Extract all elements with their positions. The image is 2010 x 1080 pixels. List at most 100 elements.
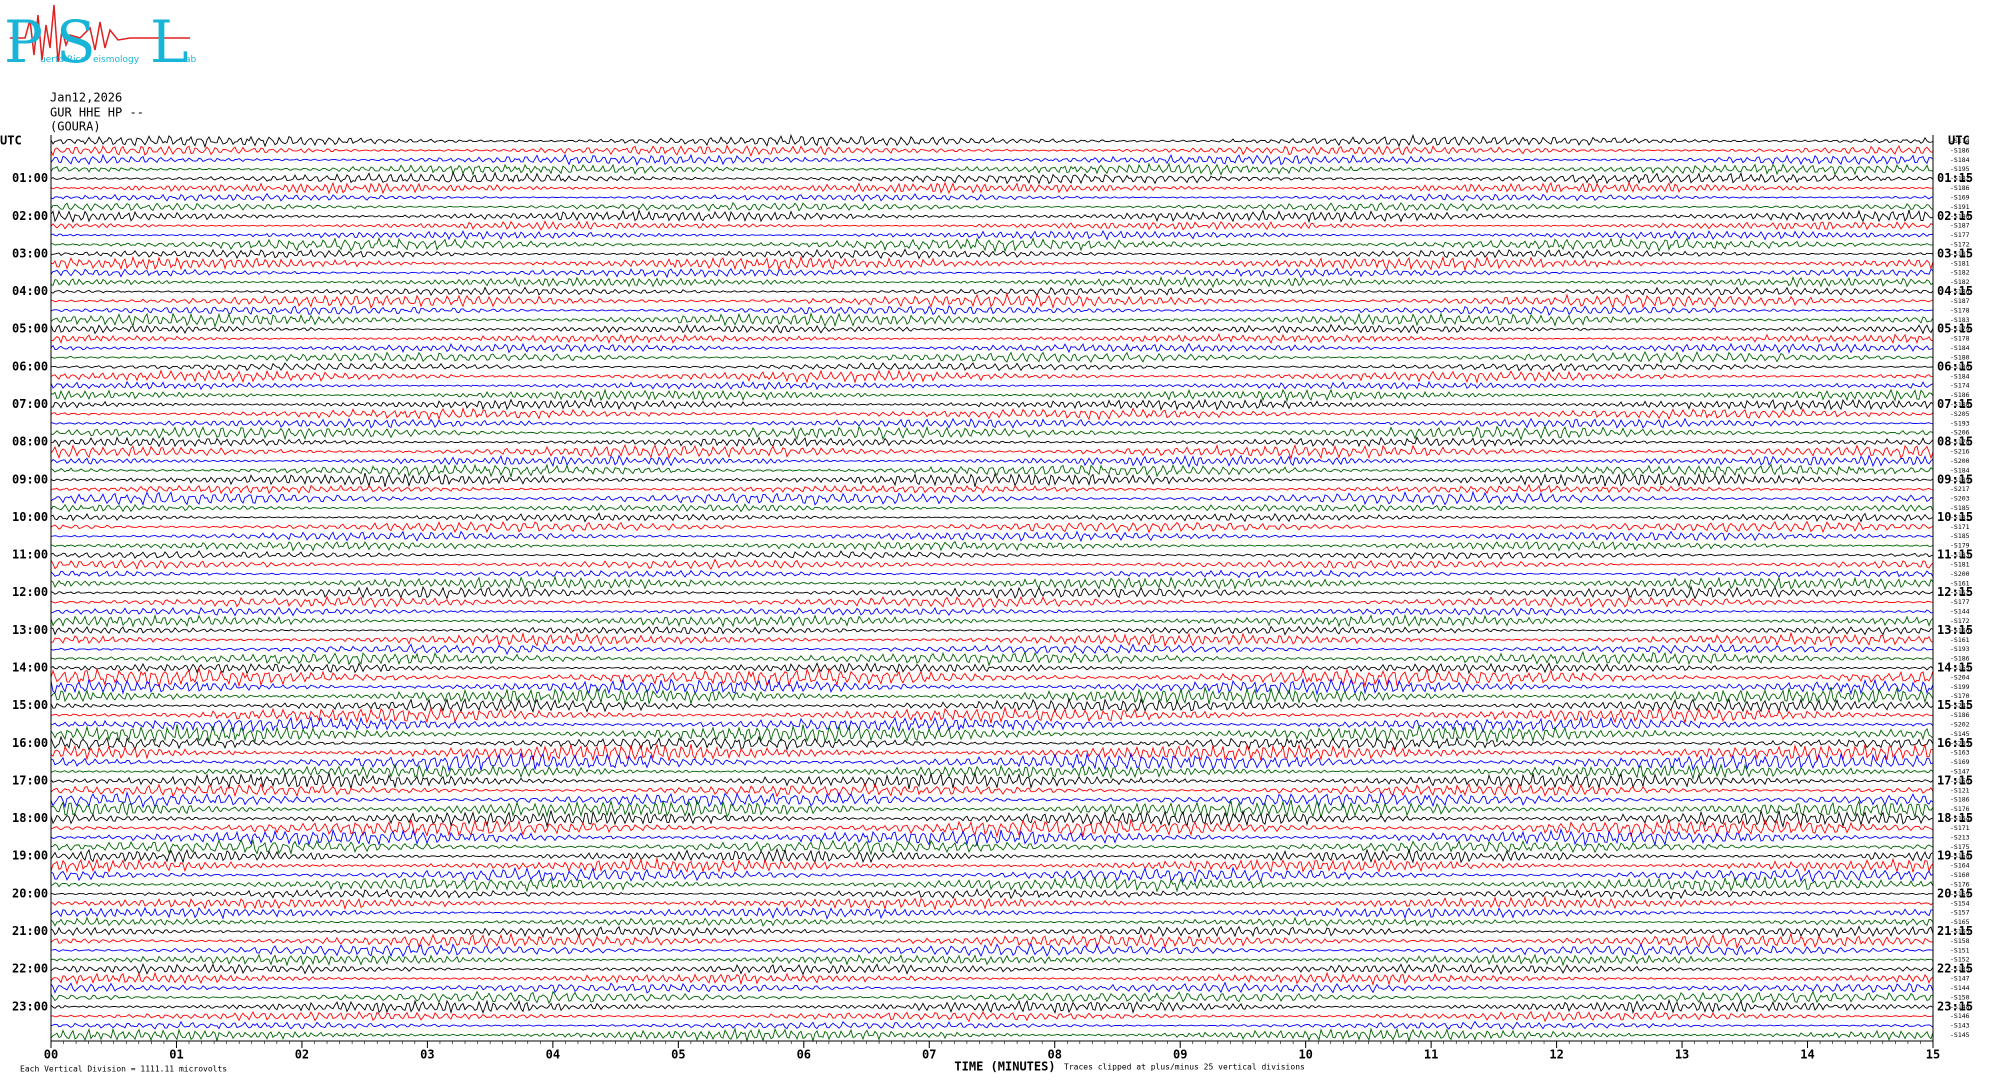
trace-label: -S187: [1950, 222, 1970, 230]
trace: [50, 540, 1934, 552]
trace-label: -S186: [1950, 655, 1970, 663]
trace-label: -S158: [1950, 852, 1970, 860]
trace-label: -S152: [1950, 589, 1970, 597]
row-label-left: 09:00: [12, 472, 48, 486]
row-label-right: 20:15: [1937, 886, 1973, 900]
trace-label: -S186: [1950, 288, 1970, 296]
trace: [50, 483, 1934, 495]
trace: [50, 332, 1934, 345]
trace: [50, 350, 1934, 364]
trace-label: -S181: [1950, 259, 1970, 267]
trace-label: -S176: [1950, 805, 1970, 813]
row-label-left: 03:00: [12, 246, 48, 260]
x-tick-label: 15: [1926, 1048, 1940, 1062]
trace: [50, 613, 1934, 628]
trace: [50, 875, 1934, 893]
trace: [50, 490, 1934, 506]
trace: [50, 181, 1934, 195]
trace: [50, 697, 1934, 714]
trace-label: -S193: [1950, 645, 1970, 653]
trace-label: -S160: [1950, 871, 1970, 879]
trace: [50, 248, 1934, 260]
trace-label: -S152: [1950, 956, 1970, 964]
trace: [50, 220, 1934, 231]
trace-label: -S179: [1950, 542, 1970, 550]
trace: [50, 171, 1934, 185]
trace: [50, 625, 1934, 636]
x-tick-label: 00: [44, 1048, 58, 1062]
row-label-left: 06:00: [12, 359, 48, 373]
row-label-left: 14:00: [12, 660, 48, 674]
trace-label: -S186: [1950, 184, 1970, 192]
trace-label: -S161: [1950, 636, 1970, 644]
trace-label: -S159: [1950, 890, 1970, 898]
trace: [50, 192, 1934, 202]
x-tick-label: 05: [671, 1048, 685, 1062]
trace-label: -S189: [1950, 476, 1970, 484]
trace-label: -S200: [1950, 457, 1970, 465]
x-tick-label: 11: [1424, 1048, 1438, 1062]
trace: [50, 425, 1934, 441]
trace: [51, 236, 1934, 253]
row-label-left: 21:00: [12, 924, 48, 938]
row-label-right: 19:15: [1937, 849, 1973, 863]
row-label-right: 05:15: [1937, 322, 1973, 336]
row-label-right: 01:15: [1937, 171, 1973, 185]
trace-label: -S193: [1950, 419, 1970, 427]
trace-label: -S147: [1950, 975, 1970, 983]
trace: [50, 642, 1934, 656]
trace: [50, 715, 1934, 734]
x-tick-label: 12: [1549, 1048, 1563, 1062]
trace-label: -S172: [1950, 241, 1970, 249]
trace: [50, 771, 1934, 791]
trace: [50, 838, 1934, 856]
trace-label: -S178: [1950, 335, 1970, 343]
trace: [50, 857, 1934, 874]
x-tick-label: 13: [1675, 1048, 1689, 1062]
trace-label: -S164: [1950, 862, 1970, 870]
trace-label: -S154: [1950, 899, 1970, 907]
trace-label: -S184: [1950, 344, 1970, 352]
trace: [50, 595, 1934, 609]
trace: [50, 342, 1934, 354]
trace: [50, 406, 1934, 421]
trace-label: -S146: [1950, 1012, 1970, 1020]
station-name: (GOURA): [50, 120, 101, 134]
trace-label: -S169: [1950, 193, 1970, 201]
trace-label: -S174: [1950, 382, 1970, 390]
trace-label: -S144: [1950, 608, 1970, 616]
trace: [50, 388, 1934, 403]
row-label-left: 02:00: [12, 209, 48, 223]
trace-label: -S143: [1950, 1022, 1970, 1030]
trace: [50, 916, 1934, 927]
station: GUR HHE HP --: [50, 106, 144, 120]
trace: [50, 998, 1934, 1015]
trace: [50, 677, 1934, 696]
clip-note: Traces clipped at plus/minus 25 vertical…: [1064, 1063, 1305, 1072]
trace-label: -S205: [1950, 739, 1970, 747]
row-label-left: 16:00: [12, 736, 48, 750]
x-tick-label: 01: [169, 1048, 183, 1062]
trace-label: -S182: [1950, 278, 1970, 286]
trace-label: -S213: [1950, 833, 1970, 841]
trace-label: -S184: [1950, 466, 1970, 474]
row-label-right: 15:15: [1937, 698, 1973, 712]
trace: [50, 305, 1934, 316]
trace-label: -S216: [1950, 448, 1970, 456]
trace-label: -S121: [1950, 786, 1970, 794]
trace-label: -S182: [1950, 269, 1970, 277]
row-label-left: 01:00: [12, 171, 48, 185]
trace-label: -S175: [1950, 843, 1970, 851]
trace-label: -S150: [1950, 993, 1970, 1001]
trace-label: -S199: [1950, 683, 1970, 691]
trace-label: -S156: [1950, 777, 1970, 785]
row-label-right: 08:15: [1937, 435, 1973, 449]
trace-label: -S174: [1950, 137, 1970, 145]
trace: [50, 153, 1934, 167]
trace-label: -S145: [1950, 730, 1970, 738]
trace: [50, 1010, 1934, 1023]
row-label-right: 04:15: [1937, 284, 1973, 298]
trace-label: -S182: [1950, 175, 1970, 183]
trace: [50, 971, 1934, 986]
x-tick-label: 03: [420, 1048, 434, 1062]
